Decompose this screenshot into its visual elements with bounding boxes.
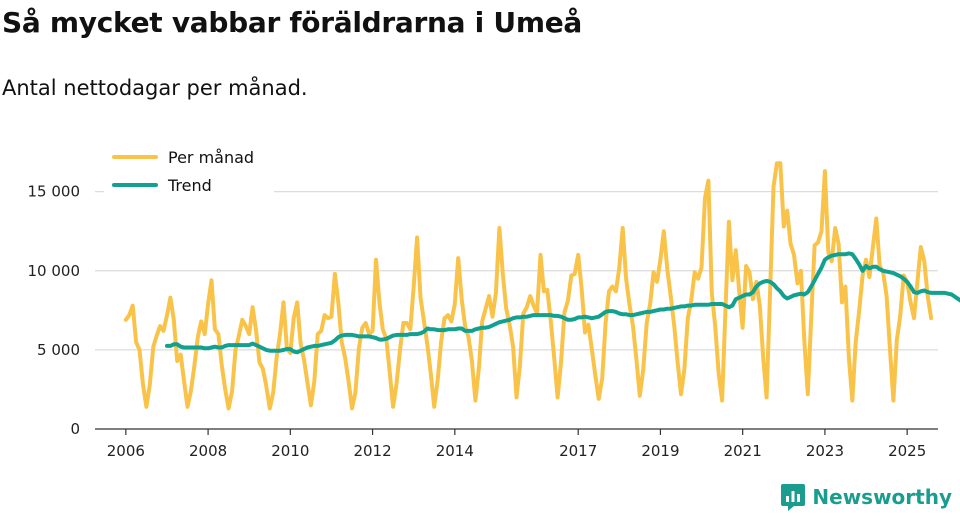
x-tick-label: 2010 xyxy=(271,442,309,460)
x-tick-label: 2017 xyxy=(559,442,597,460)
series-line-trend xyxy=(165,251,960,355)
x-tick-label: 2023 xyxy=(806,442,844,460)
legend-label: Per månad xyxy=(168,148,254,167)
x-tick-label: 2012 xyxy=(353,442,391,460)
brand-logo[interactable]: Newsworthy xyxy=(780,482,952,512)
y-tick-label: 15 000 xyxy=(28,183,81,201)
x-tick-label: 2008 xyxy=(189,442,227,460)
legend-label: Trend xyxy=(167,176,212,195)
data-series xyxy=(123,161,960,411)
newsworthy-logo-icon xyxy=(781,484,806,511)
page-subtitle: Antal nettodagar per månad. xyxy=(2,76,308,100)
x-tick-label: 2014 xyxy=(436,442,474,460)
y-tick-label: 0 xyxy=(70,420,80,438)
x-tick-label: 2019 xyxy=(641,442,679,460)
series-line-per-manad xyxy=(123,161,934,411)
legend: Per månad Trend xyxy=(104,141,274,197)
brand-name: Newsworthy xyxy=(812,485,952,509)
x-tick-label: 2006 xyxy=(107,442,145,460)
x-tick-label: 2021 xyxy=(724,442,762,460)
axes: 0 5 000 10 000 15 000 2006 2008 2010 2012 2014 20… xyxy=(28,183,938,460)
y-tick-label: 10 000 xyxy=(28,262,81,280)
page-title: Så mycket vabbar föräldrarna i Umeå xyxy=(2,6,583,39)
y-tick-label: 5 000 xyxy=(37,341,80,359)
legend-background xyxy=(104,141,274,197)
x-tick-label: 2025 xyxy=(888,442,926,460)
